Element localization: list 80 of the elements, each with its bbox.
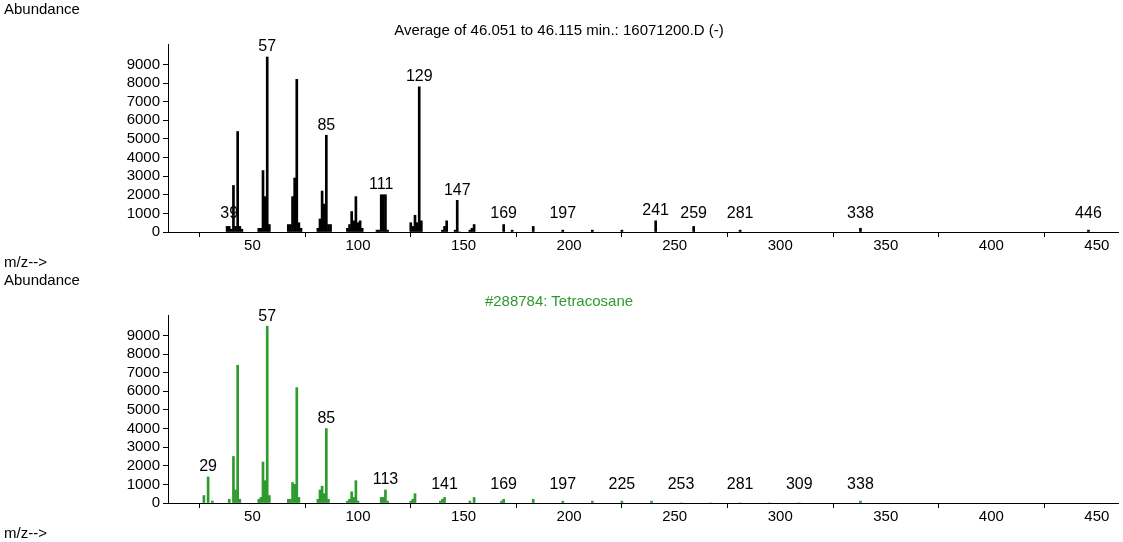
y-tick-label: 9000 bbox=[126, 325, 160, 343]
bar bbox=[295, 387, 299, 503]
bar bbox=[859, 500, 862, 503]
y-tick-label: 1000 bbox=[126, 203, 160, 221]
annotation: 197 bbox=[549, 475, 577, 493]
x-tick-label: 50 bbox=[244, 236, 261, 254]
annotation: 253 bbox=[667, 475, 695, 493]
annotation: 85 bbox=[317, 408, 336, 426]
x-axis-title: m/z--> bbox=[4, 523, 48, 541]
bar bbox=[265, 325, 269, 503]
y-axis-title: Abundance bbox=[4, 0, 80, 17]
bar bbox=[384, 489, 387, 503]
x-tick-label: 200 bbox=[556, 507, 582, 525]
annotation: 57 bbox=[258, 306, 277, 324]
bar bbox=[211, 500, 214, 503]
y-tick-label: 3000 bbox=[126, 437, 160, 455]
bar bbox=[591, 500, 594, 503]
y-tick-label: 7000 bbox=[126, 91, 160, 109]
bar bbox=[561, 500, 565, 503]
bar bbox=[531, 498, 535, 503]
x-tick-label: 150 bbox=[451, 507, 477, 525]
x-axis-title: m/z--> bbox=[4, 252, 48, 270]
y-tick-label: 9000 bbox=[126, 54, 160, 72]
x-tick-label: 450 bbox=[1084, 507, 1110, 525]
annotation: 338 bbox=[847, 475, 874, 493]
x-tick-label: 250 bbox=[662, 236, 688, 254]
y-tick-label: 1000 bbox=[126, 474, 160, 492]
bar bbox=[650, 500, 653, 503]
y-tick-label: 4000 bbox=[126, 147, 160, 165]
x-tick-label: 450 bbox=[1084, 236, 1110, 254]
annotation: 259 bbox=[680, 204, 708, 222]
annotation: 338 bbox=[847, 204, 874, 222]
x-tick-label: 300 bbox=[767, 236, 793, 254]
y-tick-label: 3000 bbox=[126, 166, 160, 184]
y-tick-label: 0 bbox=[151, 222, 160, 240]
annotation: 129 bbox=[405, 67, 433, 85]
x-tick-label: 400 bbox=[978, 236, 1004, 254]
x-tick-label: 350 bbox=[873, 507, 899, 525]
annotation: 57 bbox=[258, 37, 277, 55]
y-tick-label: 8000 bbox=[126, 73, 160, 91]
y-tick-label: 2000 bbox=[126, 184, 160, 202]
x-tick-label: 350 bbox=[873, 236, 899, 254]
x-tick-label: 300 bbox=[767, 507, 793, 525]
x-tick-label: 100 bbox=[345, 236, 371, 254]
x-tick-label: 50 bbox=[244, 507, 261, 525]
y-tick-label: 0 bbox=[151, 493, 160, 511]
annotation: 169 bbox=[490, 475, 518, 493]
annotation: 446 bbox=[1075, 204, 1102, 222]
y-tick-label: 6000 bbox=[126, 381, 160, 399]
annotation: 147 bbox=[443, 180, 471, 198]
bar bbox=[350, 491, 353, 503]
annotation: 111 bbox=[369, 175, 394, 193]
annotation: 241 bbox=[642, 201, 670, 219]
y-tick-label: 5000 bbox=[126, 129, 160, 147]
chart-title: #288784: Tetracosane bbox=[484, 292, 634, 310]
bar bbox=[325, 428, 328, 503]
x-tick-label: 150 bbox=[451, 236, 477, 254]
y-tick-label: 2000 bbox=[126, 455, 160, 473]
x-tick-label: 100 bbox=[345, 507, 371, 525]
annotation: 141 bbox=[431, 475, 458, 493]
bar bbox=[236, 364, 239, 503]
annotation: 29 bbox=[199, 457, 218, 475]
annotation: 281 bbox=[726, 204, 754, 222]
y-tick-label: 5000 bbox=[126, 400, 160, 418]
y-tick-label: 4000 bbox=[126, 418, 160, 436]
y-tick-label: 6000 bbox=[126, 110, 160, 128]
annotation: 113 bbox=[372, 470, 399, 488]
chart-title: Average of 46.051 to 46.115 min.: 16071200.D (-) bbox=[394, 21, 724, 39]
annotation: 197 bbox=[549, 204, 577, 222]
annotation: 281 bbox=[726, 475, 754, 493]
annotation: 85 bbox=[317, 115, 336, 133]
annotation: 309 bbox=[785, 475, 813, 493]
annotation: 225 bbox=[608, 475, 636, 493]
y-tick-label: 7000 bbox=[126, 362, 160, 380]
y-axis-title: Abundance bbox=[4, 270, 80, 288]
y-tick-label: 8000 bbox=[126, 344, 160, 362]
x-tick-label: 400 bbox=[978, 507, 1004, 525]
x-tick-label: 250 bbox=[662, 507, 688, 525]
x-tick-label: 200 bbox=[556, 236, 582, 254]
annotation: 169 bbox=[490, 204, 518, 222]
